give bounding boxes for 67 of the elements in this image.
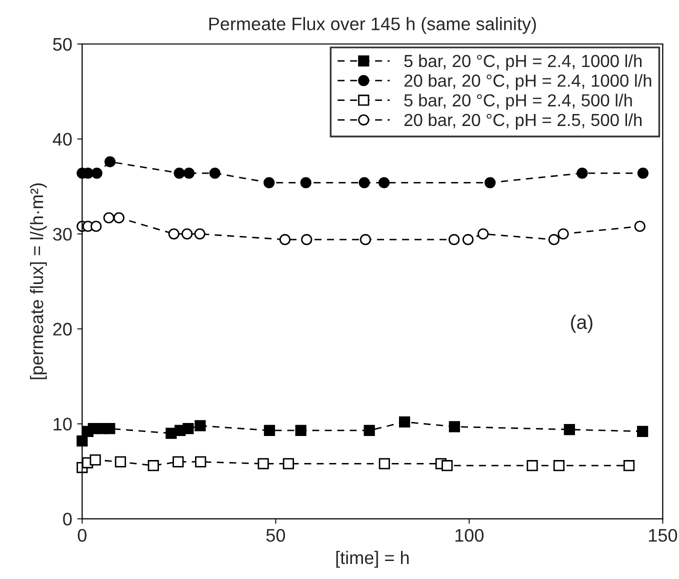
point	[264, 424, 276, 436]
y-tick-label: 0	[63, 512, 72, 526]
x-tick-label: 50	[266, 528, 286, 542]
y-axis-title: [permeate flux] = l/(h·m²)	[30, 183, 47, 380]
point	[576, 168, 588, 179]
point	[526, 460, 538, 472]
point	[623, 460, 635, 472]
point	[442, 460, 453, 472]
point	[637, 426, 648, 437]
point	[448, 421, 460, 432]
point	[378, 177, 390, 188]
point	[364, 424, 375, 436]
point	[282, 458, 294, 470]
point	[91, 168, 102, 179]
y-tick-label: 50	[53, 38, 72, 51]
x-tick-label: 100	[456, 528, 484, 542]
point	[360, 234, 372, 246]
point	[258, 458, 269, 470]
y-tick-label: 40	[52, 132, 72, 146]
legend-label: 20 bar, 20 °C, pH = 2.5, 500 l/h	[404, 113, 642, 130]
x-axis-title: [time] = h	[336, 550, 409, 568]
point	[148, 460, 159, 472]
point	[548, 234, 560, 246]
point	[114, 456, 126, 468]
point	[209, 168, 220, 179]
point	[90, 454, 101, 466]
point	[264, 177, 275, 188]
y-tick-label: 20	[53, 322, 72, 336]
y-tick-label: 10	[54, 418, 72, 431]
point	[300, 177, 312, 188]
legend-label: 5 bar, 20 °C, pH = 2.4, 1000 l/h	[404, 54, 642, 71]
point	[181, 228, 193, 240]
point	[104, 156, 116, 168]
legend-label: 5 bar, 20 °C, pH = 2.4, 500 l/h	[404, 94, 632, 110]
chart-title: Permeate Flux over 145 h (same salinity)	[209, 17, 536, 34]
point	[634, 220, 646, 232]
point	[104, 423, 116, 434]
annotation: (a)	[571, 314, 592, 333]
point	[183, 168, 195, 179]
point	[194, 228, 206, 240]
point	[553, 460, 565, 472]
point	[484, 177, 496, 188]
point	[448, 234, 460, 246]
point	[399, 416, 410, 428]
point	[478, 228, 489, 240]
legend-label: 20 bar, 20 °C, pH = 2.4, 1000 l/h	[404, 74, 652, 90]
point	[358, 177, 370, 188]
point	[103, 212, 114, 224]
point	[558, 228, 569, 240]
point	[462, 234, 474, 246]
point	[279, 234, 291, 246]
point	[301, 234, 312, 246]
point	[182, 423, 194, 434]
y-tick-label: 30	[53, 228, 72, 241]
point	[194, 420, 206, 432]
x-tick-label: 150	[649, 528, 678, 542]
point	[174, 168, 185, 179]
point	[195, 456, 206, 468]
point	[90, 220, 102, 232]
x-tick-label: 0	[78, 528, 86, 542]
point	[295, 424, 306, 436]
point	[113, 212, 124, 224]
point	[378, 458, 390, 470]
point	[168, 228, 180, 240]
point	[172, 456, 184, 468]
point	[637, 168, 649, 179]
point	[564, 424, 575, 436]
